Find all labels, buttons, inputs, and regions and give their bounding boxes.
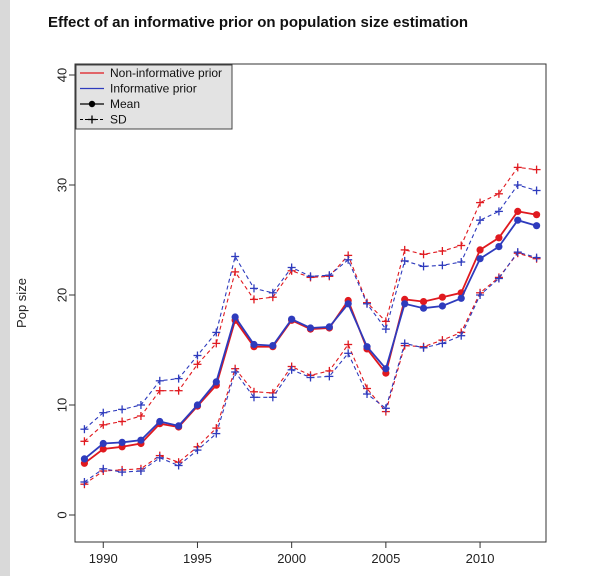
legend-label: Non-informative prior [110,66,222,80]
x-tick-label: 1995 [183,551,212,566]
series-layer [80,163,541,489]
legend-label: Mean [110,97,140,111]
data-point [231,313,239,321]
data-point [269,342,277,350]
x-tick-label: 2005 [371,551,400,566]
data-point [212,378,220,386]
legend-item: Mean [80,97,140,111]
series-informative-meansd [80,181,541,434]
y-axis-label: Pop size [14,278,29,328]
series-line [83,219,537,460]
data-point [532,222,541,230]
data-point [476,255,484,263]
data-point [419,304,428,312]
data-point [250,340,258,349]
data-point [137,436,145,444]
data-point [438,302,446,310]
y-tick-label: 10 [54,398,69,412]
series-non-informative-mean [80,207,541,467]
data-point [514,216,522,224]
x-tick-label: 1990 [89,551,118,566]
data-point [156,417,164,426]
series-non-informative-meansd [80,249,541,489]
data-point [363,343,371,351]
data-point [514,207,522,215]
chart-title: Effect of an informative prior on popula… [48,14,468,31]
legend-label: Informative prior [110,82,197,96]
legend: Non-informative prior Informative priorMe… [75,64,233,130]
data-point [457,294,465,302]
left-edge-strip [0,0,10,576]
data-point [532,211,541,219]
data-point [438,293,446,301]
legend-item: Non-informative prior [80,66,222,80]
data-point [495,243,503,251]
x-tick-label: 2010 [466,551,495,566]
series-non-informative-meansd [80,163,541,446]
data-point [476,246,484,254]
series-informative-meansd [80,248,541,486]
legend-item: SD [80,113,127,127]
axes: 1990 1995 2000 2005 2010 0 10 20 30 40 [54,68,494,566]
series-line [84,252,537,485]
series-informative-mean [80,216,541,463]
legend-label: SD [110,113,127,127]
data-point [401,300,409,308]
y-tick-label: 30 [54,178,69,192]
legend-swatch-point [88,100,96,108]
y-tick-label: 40 [54,68,69,82]
y-tick-label: 20 [54,288,69,302]
legend-item: Informative prior [80,82,197,96]
data-point [118,438,126,446]
data-point [344,300,352,308]
data-point [495,234,503,242]
data-point [80,455,89,463]
data-point [193,401,202,409]
series-line [84,184,537,430]
y-tick-label: 0 [54,511,69,518]
series-line [84,166,537,442]
data-point [99,439,107,448]
data-point [325,323,333,331]
data-point [419,298,428,306]
series-line [84,251,537,483]
data-point [99,445,107,453]
plot-frame [74,63,547,543]
data-point [382,365,390,373]
data-point [288,315,296,323]
data-point [306,324,315,332]
series-line [83,210,537,465]
x-tick-label: 2000 [277,551,306,566]
data-point [175,422,183,430]
legend-box [75,64,233,130]
